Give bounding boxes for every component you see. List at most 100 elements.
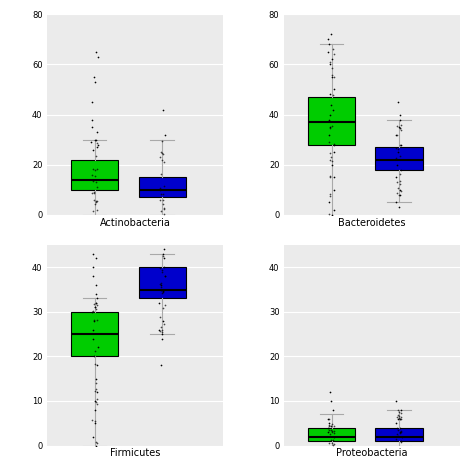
Point xyxy=(396,414,403,422)
FancyBboxPatch shape xyxy=(375,428,423,441)
Point xyxy=(396,111,404,118)
Point xyxy=(158,268,165,276)
Point xyxy=(393,430,401,438)
Point xyxy=(327,100,335,108)
Point xyxy=(160,201,167,208)
Point xyxy=(397,415,405,423)
Point xyxy=(397,415,404,422)
Point xyxy=(398,428,405,436)
Point xyxy=(91,136,99,144)
Point xyxy=(396,124,404,132)
Point xyxy=(160,204,167,212)
Point xyxy=(93,140,100,147)
Point xyxy=(396,116,404,123)
Point xyxy=(89,264,97,271)
Point xyxy=(91,397,99,405)
Point xyxy=(397,166,405,174)
Point xyxy=(396,124,404,132)
Point xyxy=(327,61,334,68)
Point xyxy=(159,326,166,334)
Point xyxy=(160,210,167,218)
Point xyxy=(328,428,336,436)
Point xyxy=(397,406,405,414)
Point xyxy=(91,303,99,311)
Point xyxy=(155,299,163,307)
Point xyxy=(327,422,334,429)
X-axis label: Bacteroidetes: Bacteroidetes xyxy=(338,218,406,228)
Point xyxy=(157,279,165,287)
Point xyxy=(325,419,333,427)
Point xyxy=(325,415,333,423)
Point xyxy=(328,72,336,79)
Point xyxy=(94,141,101,148)
Point xyxy=(327,422,335,430)
Point xyxy=(397,126,405,134)
Point xyxy=(91,303,99,311)
Point xyxy=(91,360,99,367)
X-axis label: Proteobacteria: Proteobacteria xyxy=(336,448,408,458)
Point xyxy=(328,123,336,130)
Point xyxy=(92,385,100,392)
Point xyxy=(156,328,164,335)
Point xyxy=(91,419,99,427)
Point xyxy=(92,399,100,406)
Point xyxy=(325,36,332,43)
Point xyxy=(392,144,400,152)
Point xyxy=(396,429,403,437)
Point xyxy=(93,317,100,324)
Point xyxy=(91,201,99,208)
Point xyxy=(331,141,338,148)
Point xyxy=(93,183,100,191)
X-axis label: Firmicutes: Firmicutes xyxy=(110,448,160,458)
Point xyxy=(89,98,96,106)
Point xyxy=(325,138,333,146)
Point xyxy=(90,177,97,184)
Point xyxy=(89,433,96,440)
Point xyxy=(328,439,336,447)
Point xyxy=(155,326,163,333)
Point xyxy=(89,250,97,258)
Point xyxy=(395,409,402,416)
Point xyxy=(90,353,98,360)
Point xyxy=(330,440,337,448)
Point xyxy=(91,417,99,424)
Point xyxy=(158,330,166,338)
Point xyxy=(396,177,403,185)
Point xyxy=(89,146,97,154)
Point xyxy=(330,148,337,156)
Point xyxy=(93,395,100,403)
Point xyxy=(397,121,405,128)
Point xyxy=(159,304,166,312)
Point xyxy=(93,206,101,214)
Point xyxy=(90,317,98,325)
Point xyxy=(326,111,334,118)
Point xyxy=(325,116,332,123)
Point xyxy=(326,173,334,181)
Point xyxy=(157,283,164,291)
Point xyxy=(328,427,336,435)
Point xyxy=(327,427,335,434)
Point xyxy=(90,188,97,196)
FancyBboxPatch shape xyxy=(138,177,186,197)
Point xyxy=(398,141,405,148)
Point xyxy=(327,156,334,164)
Point xyxy=(157,362,164,369)
Point xyxy=(395,432,402,439)
Point xyxy=(328,154,335,161)
Point xyxy=(395,191,403,199)
Point xyxy=(158,328,165,336)
Point xyxy=(329,46,337,53)
Point xyxy=(329,441,337,448)
Point xyxy=(328,161,336,168)
Point xyxy=(397,187,404,195)
Point xyxy=(328,437,335,444)
X-axis label: Actinobacteria: Actinobacteria xyxy=(100,218,171,228)
Point xyxy=(396,153,404,160)
Point xyxy=(92,281,100,289)
Point xyxy=(392,397,400,405)
Point xyxy=(396,186,403,193)
Point xyxy=(88,189,96,197)
Point xyxy=(392,436,400,443)
Point xyxy=(92,442,100,449)
Point xyxy=(156,313,164,320)
